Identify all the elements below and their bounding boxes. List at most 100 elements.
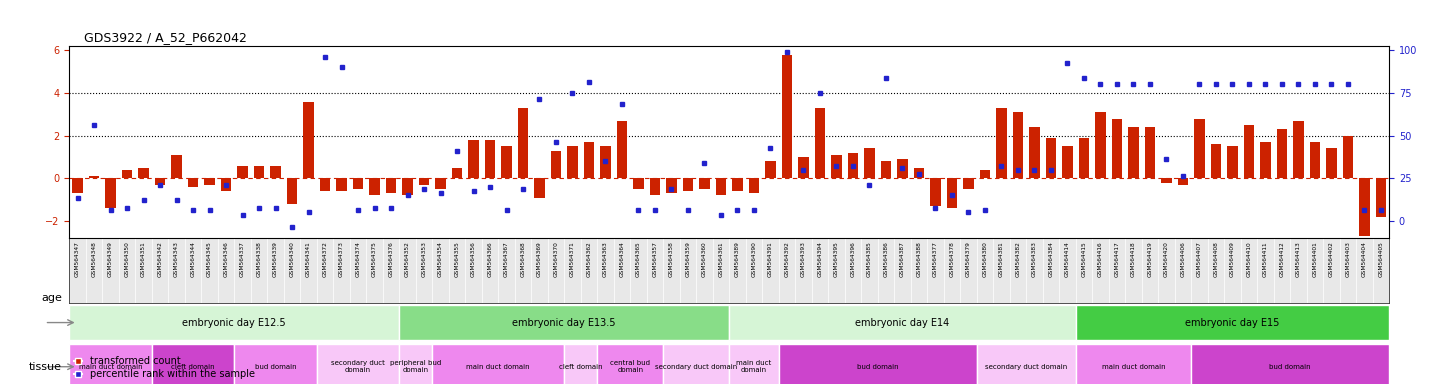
- Bar: [303, 101, 313, 178]
- Text: GSM564372: GSM564372: [322, 242, 328, 277]
- Text: GSM564349: GSM564349: [108, 242, 113, 277]
- Bar: [155, 178, 166, 185]
- Text: GSM564367: GSM564367: [504, 242, 508, 277]
- Bar: [598, 344, 663, 384]
- Text: GSM564341: GSM564341: [306, 242, 310, 277]
- Text: GSM564406: GSM564406: [1180, 242, 1186, 277]
- Bar: [370, 178, 380, 195]
- Bar: [419, 178, 429, 185]
- Bar: [1359, 178, 1370, 236]
- Bar: [1261, 142, 1271, 178]
- Text: bud domain: bud domain: [254, 364, 296, 370]
- Text: embryonic day E13.5: embryonic day E13.5: [513, 318, 617, 328]
- Text: cleft domain: cleft domain: [172, 364, 215, 370]
- Bar: [963, 178, 973, 189]
- Text: GSM564409: GSM564409: [1230, 242, 1235, 277]
- Text: GSM564370: GSM564370: [553, 242, 559, 277]
- Text: GSM564351: GSM564351: [142, 242, 146, 277]
- Bar: [435, 178, 446, 189]
- Text: bud domain: bud domain: [856, 364, 898, 370]
- Bar: [1376, 178, 1386, 217]
- Text: GSM564410: GSM564410: [1246, 242, 1252, 277]
- Text: GSM564344: GSM564344: [191, 242, 195, 277]
- Text: GSM564359: GSM564359: [686, 242, 690, 277]
- Bar: [778, 344, 976, 384]
- Text: GSM564380: GSM564380: [982, 242, 988, 277]
- Bar: [534, 178, 544, 197]
- Text: GSM564419: GSM564419: [1148, 242, 1152, 277]
- Text: GSM564404: GSM564404: [1362, 242, 1367, 277]
- Text: GSM564366: GSM564366: [488, 242, 492, 277]
- Bar: [69, 305, 400, 340]
- Text: GSM564420: GSM564420: [1164, 242, 1168, 277]
- Text: GSM564345: GSM564345: [206, 242, 212, 277]
- Text: GSM564382: GSM564382: [1015, 242, 1021, 277]
- Bar: [432, 344, 565, 384]
- Text: GSM564369: GSM564369: [537, 242, 542, 277]
- Bar: [72, 178, 82, 193]
- Text: GSM564364: GSM564364: [619, 242, 624, 277]
- Bar: [1343, 136, 1353, 178]
- Text: embryonic day E14: embryonic day E14: [855, 318, 950, 328]
- Bar: [468, 140, 479, 178]
- Text: GSM564389: GSM564389: [735, 242, 739, 277]
- Bar: [172, 155, 182, 178]
- Text: GSM564342: GSM564342: [157, 242, 163, 277]
- Bar: [400, 305, 729, 340]
- Bar: [848, 153, 858, 178]
- Bar: [765, 161, 775, 178]
- Bar: [1191, 344, 1389, 384]
- Bar: [567, 146, 578, 178]
- Text: GSM564385: GSM564385: [866, 242, 872, 277]
- Bar: [501, 146, 511, 178]
- Bar: [1045, 138, 1057, 178]
- Bar: [799, 157, 809, 178]
- Bar: [1243, 125, 1255, 178]
- Text: GSM564360: GSM564360: [702, 242, 708, 277]
- Bar: [748, 178, 760, 193]
- Text: GSM564337: GSM564337: [240, 242, 245, 277]
- Bar: [550, 151, 562, 178]
- Text: GSM564393: GSM564393: [801, 242, 806, 277]
- Bar: [1112, 119, 1122, 178]
- Text: GSM564396: GSM564396: [851, 242, 855, 277]
- Bar: [121, 170, 133, 178]
- Bar: [1227, 146, 1238, 178]
- Text: GSM564362: GSM564362: [586, 242, 592, 277]
- Text: GSM564401: GSM564401: [1313, 242, 1317, 277]
- Bar: [583, 142, 595, 178]
- Bar: [565, 344, 598, 384]
- Bar: [234, 344, 316, 384]
- Bar: [976, 344, 1076, 384]
- Bar: [221, 178, 231, 191]
- Text: GSM564402: GSM564402: [1328, 242, 1334, 277]
- Bar: [452, 168, 462, 178]
- Text: GSM564383: GSM564383: [1032, 242, 1037, 277]
- Text: GSM564392: GSM564392: [784, 242, 790, 277]
- Text: embryonic day E15: embryonic day E15: [1186, 318, 1279, 328]
- Bar: [716, 178, 726, 195]
- Text: GSM564361: GSM564361: [719, 242, 723, 277]
- Bar: [1177, 178, 1188, 185]
- Text: GSM564384: GSM564384: [1048, 242, 1054, 277]
- Text: GSM564365: GSM564365: [635, 242, 641, 277]
- Bar: [881, 161, 891, 178]
- Bar: [1061, 146, 1073, 178]
- Bar: [316, 344, 400, 384]
- Text: GSM564390: GSM564390: [751, 242, 757, 277]
- Text: GSM564343: GSM564343: [175, 242, 179, 277]
- Bar: [139, 168, 149, 178]
- Bar: [1145, 127, 1155, 178]
- Text: GSM564350: GSM564350: [124, 242, 130, 277]
- Text: GSM564394: GSM564394: [817, 242, 823, 277]
- Text: secondary duct domain: secondary duct domain: [656, 364, 738, 370]
- Text: GSM564417: GSM564417: [1115, 242, 1119, 277]
- Bar: [352, 178, 364, 189]
- Bar: [188, 178, 198, 187]
- Bar: [400, 344, 432, 384]
- Bar: [683, 178, 693, 191]
- Bar: [996, 108, 1006, 178]
- Bar: [386, 178, 397, 193]
- Bar: [69, 344, 152, 384]
- Bar: [650, 178, 660, 195]
